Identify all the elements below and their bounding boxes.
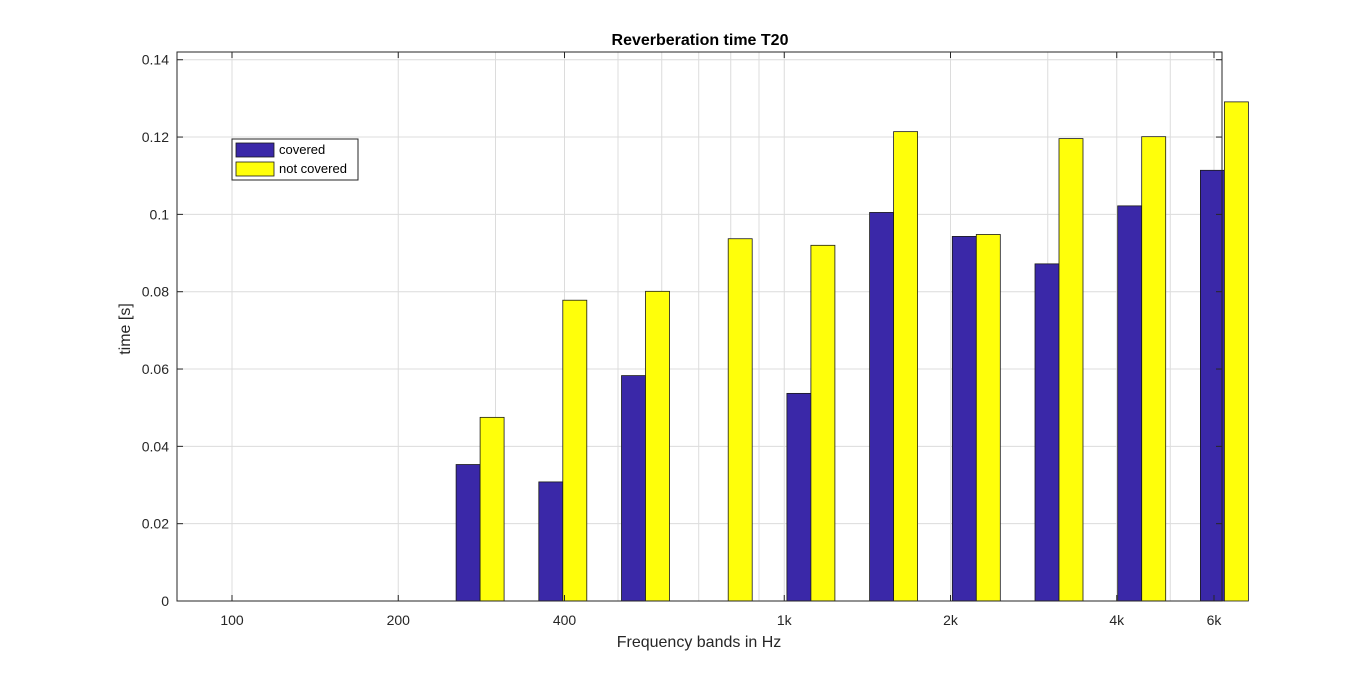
bar-group bbox=[208, 101, 1249, 602]
bar-covered bbox=[1117, 205, 1143, 602]
bar-not-covered bbox=[645, 290, 670, 602]
x-tick-label: 4k bbox=[1109, 612, 1125, 628]
x-tick-label: 1k bbox=[777, 612, 793, 628]
legend-entry: covered bbox=[279, 142, 325, 157]
x-axis: 100 200 400 1k 2k 4k 6k bbox=[220, 52, 1222, 628]
y-tick-label: 0.06 bbox=[142, 361, 169, 377]
y-tick-label: 0 bbox=[161, 593, 169, 609]
y-tick-label: 0.14 bbox=[142, 52, 169, 68]
y-tick-label: 0.02 bbox=[142, 516, 169, 532]
bar-not-covered bbox=[562, 299, 588, 602]
bar-covered bbox=[1034, 263, 1060, 602]
plot-border bbox=[176, 51, 1223, 602]
chart-title: Reverberation time T20 bbox=[612, 32, 789, 49]
y-tick-label: 0.12 bbox=[142, 129, 169, 145]
bar-covered bbox=[951, 236, 977, 602]
legend-swatch bbox=[235, 142, 275, 158]
bar-not-covered bbox=[479, 416, 505, 602]
bar-covered bbox=[621, 375, 646, 602]
bar-covered bbox=[786, 392, 812, 602]
bar-not-covered bbox=[727, 238, 753, 602]
x-tick-label: 2k bbox=[943, 612, 959, 628]
x-tick-label: 6k bbox=[1207, 612, 1223, 628]
x-tick-label: 200 bbox=[387, 612, 411, 628]
y-axis: 0 0.02 0.04 0.06 0.08 0.1 0.12 0.14 bbox=[142, 52, 1222, 609]
x-axis-label: Frequency bands in Hz bbox=[617, 634, 782, 651]
bar-covered bbox=[1200, 169, 1225, 602]
bar-not-covered bbox=[893, 131, 918, 602]
bar-not-covered bbox=[1141, 136, 1167, 602]
legend: covered not covered bbox=[231, 138, 359, 181]
bar-covered bbox=[869, 212, 894, 602]
bar-covered bbox=[455, 464, 481, 602]
y-tick-label: 0.04 bbox=[142, 438, 169, 454]
x-tick-label: 100 bbox=[220, 612, 244, 628]
y-axis-label: time [s] bbox=[117, 303, 134, 355]
y-tick-label: 0.08 bbox=[142, 284, 169, 300]
bar-not-covered bbox=[1058, 138, 1084, 602]
bar-not-covered bbox=[975, 234, 1001, 602]
bar-not-covered bbox=[1224, 101, 1249, 602]
bar-covered bbox=[538, 481, 564, 602]
y-tick-label: 0.1 bbox=[150, 206, 170, 222]
legend-entry: not covered bbox=[279, 161, 347, 176]
x-tick-label: 400 bbox=[553, 612, 577, 628]
legend-swatch bbox=[235, 161, 275, 177]
bar-not-covered bbox=[810, 244, 836, 602]
